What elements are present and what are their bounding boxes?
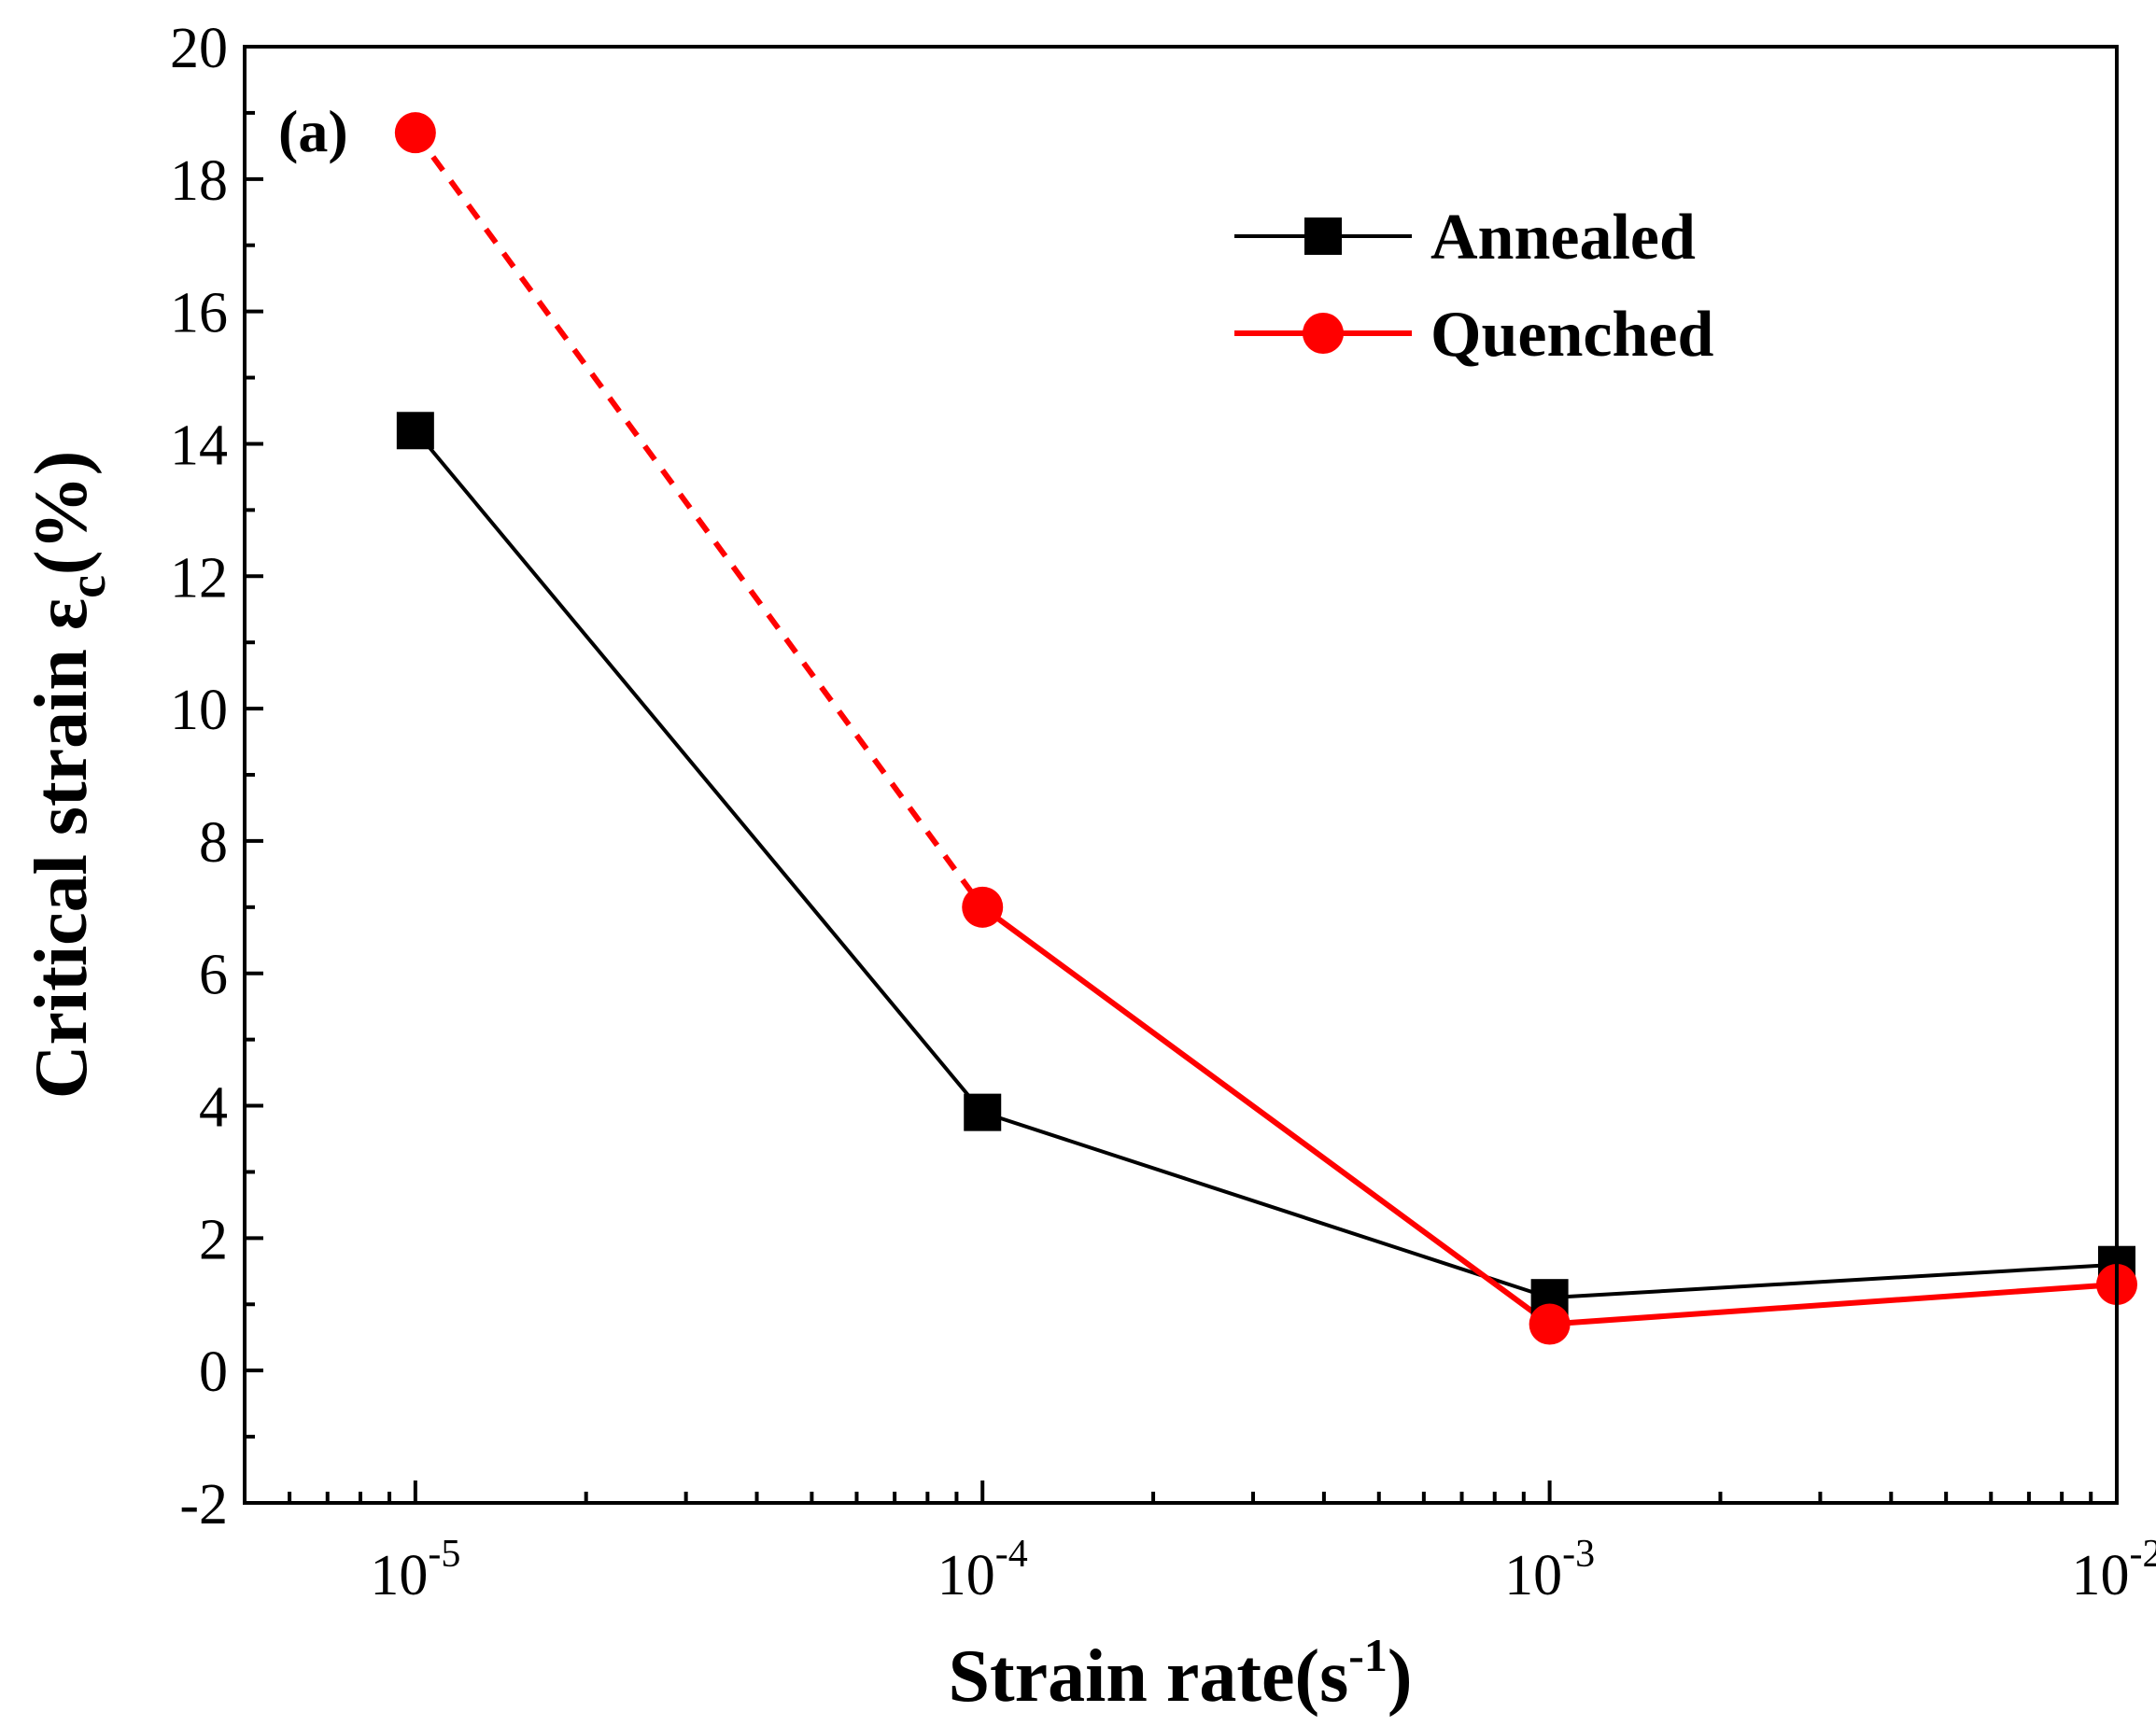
y-tick-label: 16 bbox=[170, 282, 228, 345]
tick-layer bbox=[245, 47, 2117, 1503]
x-tick-label: 10-3 bbox=[1504, 1533, 1595, 1607]
legend-marker-quenched bbox=[1303, 313, 1344, 354]
quenched-point bbox=[1529, 1304, 1571, 1345]
x-axis-title: Strain rate(s-1) bbox=[948, 1629, 1412, 1718]
y-tick-label: 0 bbox=[199, 1340, 228, 1404]
legend: Annealed Quenched bbox=[1234, 202, 1713, 371]
x-tick-label: 10-2 bbox=[2072, 1533, 2156, 1607]
plot-frame bbox=[245, 47, 2117, 1503]
label-layer: -2 0 2 4 6 8 10 12 14 16 18 20 10-5 10-4 10-3 10-2 bbox=[170, 17, 2156, 1607]
legend-label-quenched: Quenched bbox=[1430, 299, 1713, 371]
y-tick-label: 8 bbox=[199, 811, 228, 875]
legend-marker-annealed bbox=[1304, 218, 1342, 255]
y-tick-label: -2 bbox=[179, 1473, 228, 1537]
series-layer bbox=[395, 112, 2137, 1344]
y-tick-label: 12 bbox=[170, 546, 228, 610]
y-tick-label: 18 bbox=[170, 149, 228, 213]
annealed-point bbox=[397, 412, 434, 449]
annealed-line-segment bbox=[416, 430, 982, 1112]
quenched-line-segment bbox=[416, 133, 982, 907]
panel-label: (a) bbox=[278, 98, 348, 164]
y-axis-title: Critical strain εc(%) bbox=[21, 451, 117, 1099]
y-tick-label: 20 bbox=[170, 17, 228, 80]
y-tick-label: 4 bbox=[199, 1076, 228, 1140]
quenched-point bbox=[962, 887, 1003, 928]
quenched-line-segment bbox=[1550, 1284, 2117, 1325]
annealed-point bbox=[964, 1094, 1001, 1131]
chart: -2 0 2 4 6 8 10 12 14 16 18 20 10-5 10-4 10-3 10-2 Anne… bbox=[0, 0, 2156, 1726]
legend-label-annealed: Annealed bbox=[1430, 202, 1696, 274]
y-tick-label: 2 bbox=[199, 1208, 228, 1271]
y-tick-label: 10 bbox=[170, 679, 228, 742]
y-tick-label: 6 bbox=[199, 944, 228, 1007]
y-tick-label: 14 bbox=[170, 414, 228, 477]
x-tick-label: 10-5 bbox=[370, 1533, 460, 1607]
quenched-line-segment bbox=[982, 907, 1549, 1325]
quenched-point bbox=[395, 112, 436, 153]
annealed-line-segment bbox=[982, 1113, 1549, 1298]
x-tick-label: 10-4 bbox=[937, 1533, 1028, 1607]
